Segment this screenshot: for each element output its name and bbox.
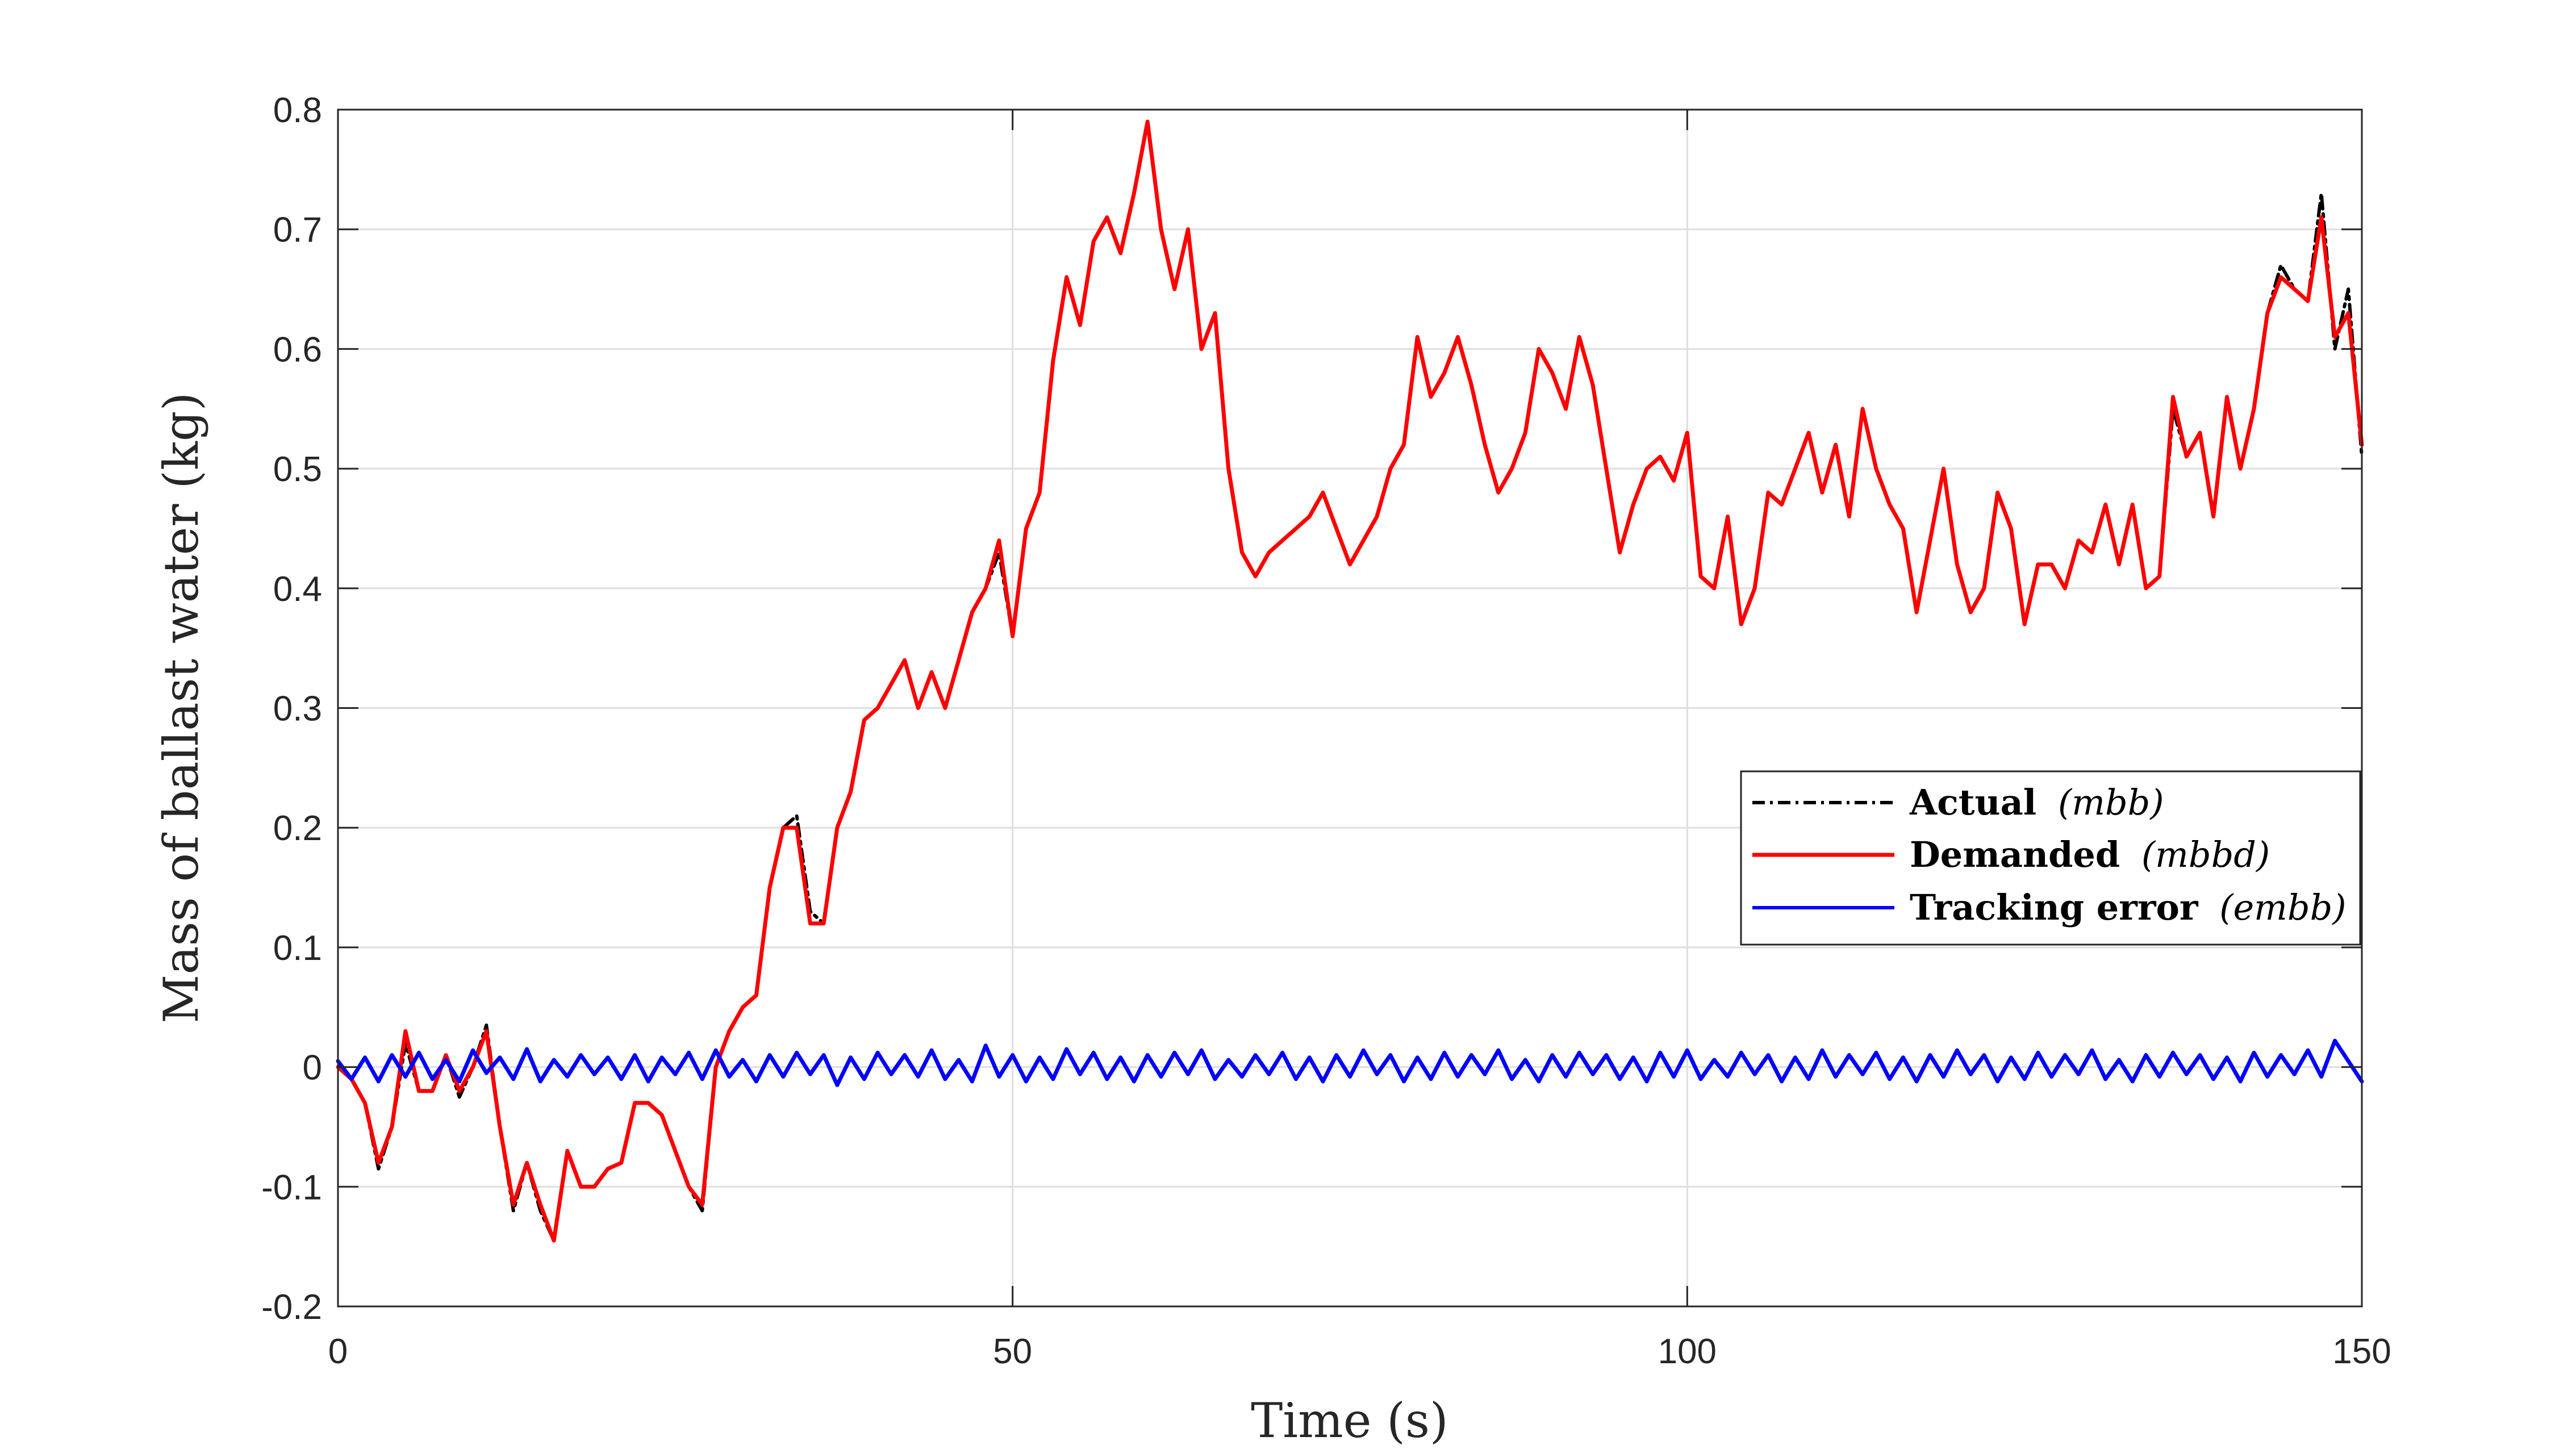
- series-line-demanded: [336, 119, 2364, 1243]
- legend-label-tracking-error-math: (embb): [2219, 887, 2346, 928]
- y-tick-label: 0.6: [273, 330, 322, 369]
- legend-label-tracking-error-bold: Tracking error: [1910, 887, 2199, 928]
- legend-label-actual: Actual (mbb): [1909, 782, 2164, 823]
- legend-label-actual-bold: Actual: [1909, 782, 2036, 823]
- y-tick-label: 0.4: [273, 570, 322, 609]
- series-line-tracking-error: [336, 1038, 2364, 1087]
- y-axis-title: Mass of ballast water (kg): [153, 392, 209, 1023]
- legend-label-actual-math: (mbb): [2058, 782, 2164, 823]
- x-tick-label: 150: [2332, 1332, 2391, 1371]
- legend-label-demanded: Demanded (mbbd): [1910, 834, 2270, 875]
- legend-label-tracking-error: Tracking error (embb): [1910, 887, 2347, 928]
- x-axis-title: Time (s): [1251, 1393, 1448, 1448]
- y-tick-label: 0.3: [273, 690, 322, 729]
- y-tick-label: 0.7: [273, 211, 322, 250]
- y-tick-label: 0.8: [273, 91, 322, 130]
- y-tick-label: 0.2: [273, 809, 322, 848]
- tick-labels: 0 50 100 150 -0.2 -0.1 0 0.1 0.2 0.3 0.4 0.5 0.6 0.7 0…: [261, 91, 2391, 1371]
- x-tick-label: 100: [1658, 1332, 1717, 1371]
- y-tick-label: -0.1: [261, 1168, 322, 1207]
- legend-label-demanded-math: (mbbd): [2141, 834, 2270, 875]
- y-tick-label: 0.5: [273, 450, 322, 489]
- legend: Actual (mbb) Demanded (mbbd) Tracking er…: [1740, 770, 2361, 946]
- y-tick-label: 0: [303, 1049, 322, 1088]
- axis-ticks: [337, 108, 2363, 1308]
- x-tick-label: 50: [993, 1332, 1032, 1371]
- legend-box: [1740, 770, 2361, 946]
- legend-label-demanded-bold: Demanded: [1910, 834, 2120, 875]
- series-lines: [336, 119, 2364, 1243]
- y-tick-label: -0.2: [261, 1288, 322, 1327]
- y-tick-label: 0.1: [273, 929, 322, 968]
- x-tick-label: 0: [328, 1332, 348, 1371]
